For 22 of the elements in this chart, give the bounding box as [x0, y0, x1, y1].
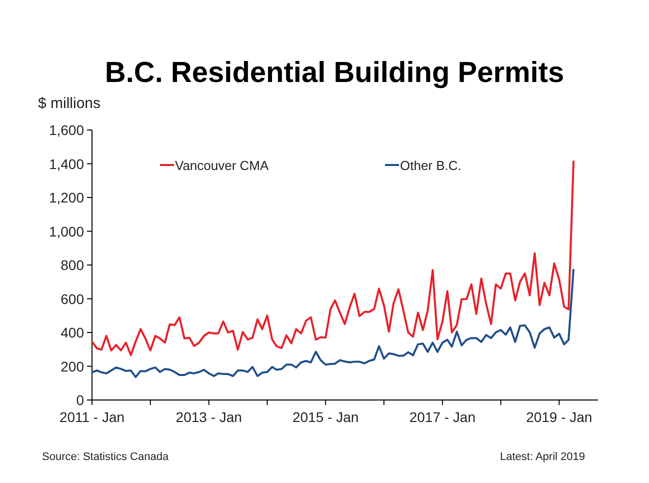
x-tick-label: 2015 - Jan: [292, 409, 359, 425]
y-tick-label: 600: [60, 290, 84, 307]
line-series: [91, 268, 575, 378]
text: Latest: April 2019: [500, 451, 585, 463]
y-tick-label: 1,000: [48, 223, 84, 240]
legend-label: Other B.C.: [400, 158, 462, 173]
x-tick-label: 2011 - Jan: [59, 409, 125, 425]
y-tick-label: 200: [60, 358, 84, 374]
y-tick-label: 1,400: [48, 156, 84, 172]
legend-label: Vancouver CMA: [175, 158, 270, 173]
y-tick-label: 800: [60, 257, 84, 273]
line-series: [91, 160, 575, 356]
x-tick-label: 2013 - Jan: [176, 409, 242, 425]
y-tick-label: 0: [76, 392, 84, 408]
y-tick-label: 400: [60, 324, 84, 340]
source-note: Source: Statistics Canada: [42, 451, 170, 463]
x-tick-label: 2017 - Jan: [409, 409, 476, 425]
y-axis-title: $ millions: [38, 95, 101, 112]
x-tick-label: 2019 - Jan: [526, 409, 592, 425]
y-tick-label: 1,200: [48, 190, 84, 206]
chart-title: B.C. Residential Building Permits: [104, 57, 564, 89]
y-tick-label: 1,600: [48, 122, 84, 138]
